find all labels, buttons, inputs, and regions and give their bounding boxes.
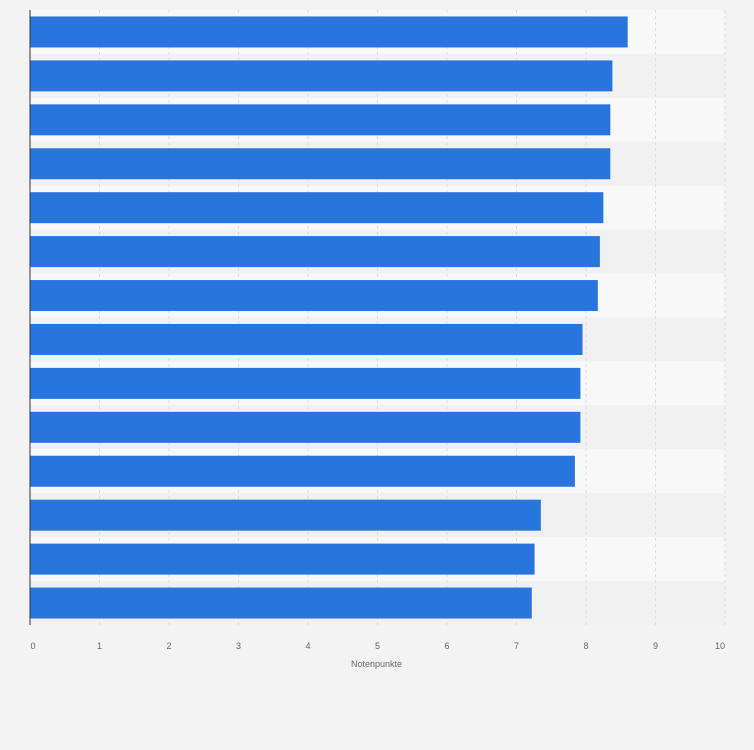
x-tick-label: 7 xyxy=(514,641,519,651)
bar[interactable] xyxy=(30,411,581,443)
x-tick-labels: 0 1 2 3 4 5 6 7 8 9 10 xyxy=(30,641,725,651)
x-tick-label: 4 xyxy=(305,641,310,651)
bars xyxy=(30,16,628,619)
bar[interactable] xyxy=(30,16,628,48)
x-tick-label: 9 xyxy=(653,641,658,651)
bar[interactable] xyxy=(30,236,600,268)
bar[interactable] xyxy=(30,587,532,619)
x-tick-label: 2 xyxy=(166,641,171,651)
x-tick-label: 5 xyxy=(375,641,380,651)
bar[interactable] xyxy=(30,60,613,92)
bar[interactable] xyxy=(30,192,604,224)
x-tick-label: 3 xyxy=(236,641,241,651)
x-axis-title: Notenpunkte xyxy=(351,659,402,669)
bar[interactable] xyxy=(30,367,581,399)
bar[interactable] xyxy=(30,104,611,136)
bar[interactable] xyxy=(30,280,598,312)
x-tick-label: 10 xyxy=(715,641,725,651)
bar[interactable] xyxy=(30,543,535,575)
bar[interactable] xyxy=(30,323,583,355)
x-tick-label: 0 xyxy=(30,641,35,651)
x-tick-label: 6 xyxy=(444,641,449,651)
bar[interactable] xyxy=(30,455,575,487)
x-tick-label: 1 xyxy=(97,641,102,651)
bar[interactable] xyxy=(30,499,541,531)
bar[interactable] xyxy=(30,148,611,180)
x-tick-label: 8 xyxy=(583,641,588,651)
